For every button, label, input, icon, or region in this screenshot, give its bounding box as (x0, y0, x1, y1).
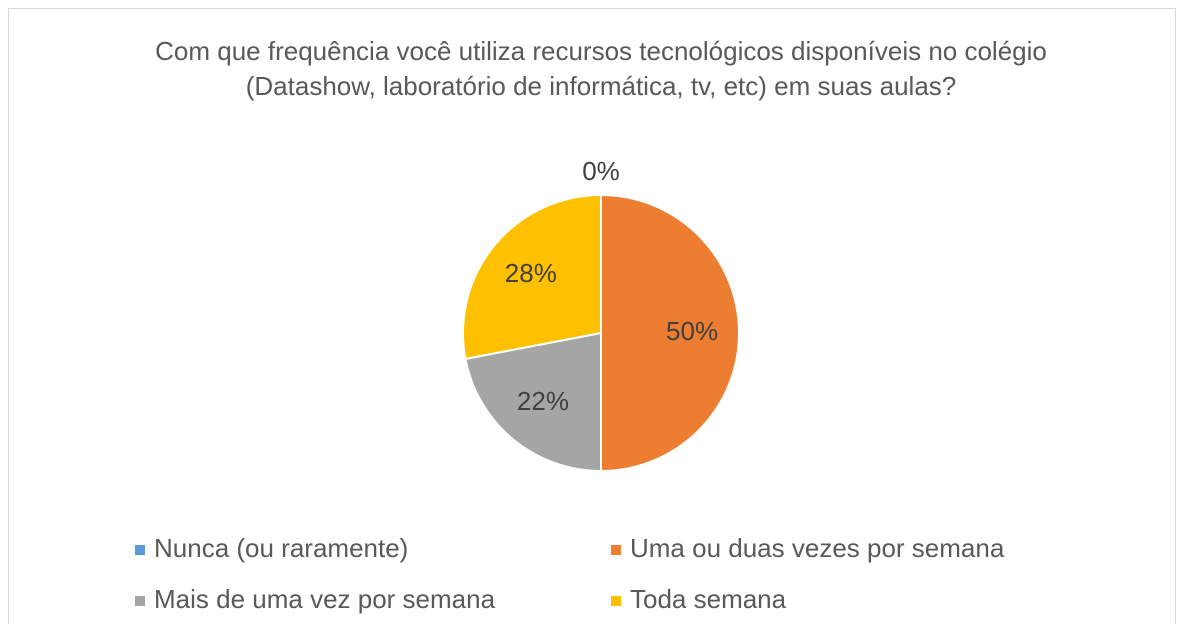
data-label: 0% (582, 156, 620, 186)
data-label: 50% (666, 316, 718, 346)
data-label: 28% (505, 258, 557, 288)
legend-label: Toda semana (630, 584, 787, 614)
chart-border (8, 8, 1176, 624)
data-label: 22% (517, 386, 569, 416)
pie-slice (600, 193, 740, 473)
legend-label: Mais de uma vez por semana (154, 584, 496, 614)
legend-marker (611, 545, 621, 555)
legend-label: Uma ou duas vezes por semana (630, 533, 1005, 563)
legend-marker (611, 596, 621, 606)
legend-label: Nunca (ou raramente) (154, 533, 408, 563)
chart-title: Com que frequência você utiliza recursos… (155, 36, 1047, 101)
legend-marker (135, 596, 145, 606)
pie-slice (464, 331, 602, 473)
legend-marker (135, 545, 145, 555)
pie-slice (462, 193, 602, 361)
